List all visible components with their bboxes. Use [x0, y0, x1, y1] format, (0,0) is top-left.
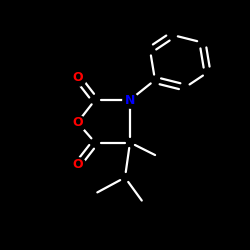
Text: O: O	[72, 116, 83, 129]
Text: N: N	[125, 94, 135, 106]
Text: O: O	[72, 71, 83, 84]
Text: O: O	[72, 158, 83, 172]
